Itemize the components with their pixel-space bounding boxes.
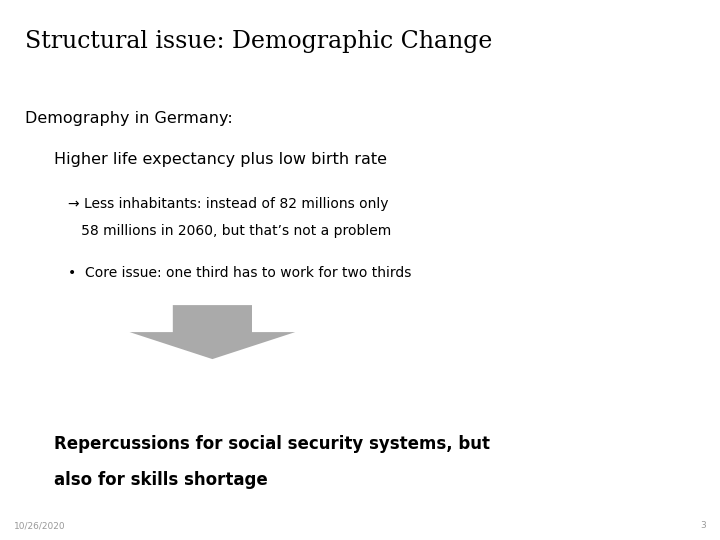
Text: Repercussions for social security systems, but: Repercussions for social security system… xyxy=(54,435,490,453)
Text: 58 millions in 2060, but that’s not a problem: 58 millions in 2060, but that’s not a pr… xyxy=(68,224,392,238)
Text: Higher life expectancy plus low birth rate: Higher life expectancy plus low birth ra… xyxy=(54,152,387,167)
Text: •  Core issue: one third has to work for two thirds: • Core issue: one third has to work for … xyxy=(68,266,412,280)
Text: → Less inhabitants: instead of 82 millions only: → Less inhabitants: instead of 82 millio… xyxy=(68,197,389,211)
Text: Structural issue: Demographic Change: Structural issue: Demographic Change xyxy=(25,30,492,53)
Text: Demography in Germany:: Demography in Germany: xyxy=(25,111,233,126)
Text: 10/26/2020: 10/26/2020 xyxy=(14,521,66,530)
Text: also for skills shortage: also for skills shortage xyxy=(54,471,268,489)
Text: 3: 3 xyxy=(700,521,706,530)
Polygon shape xyxy=(130,305,295,359)
